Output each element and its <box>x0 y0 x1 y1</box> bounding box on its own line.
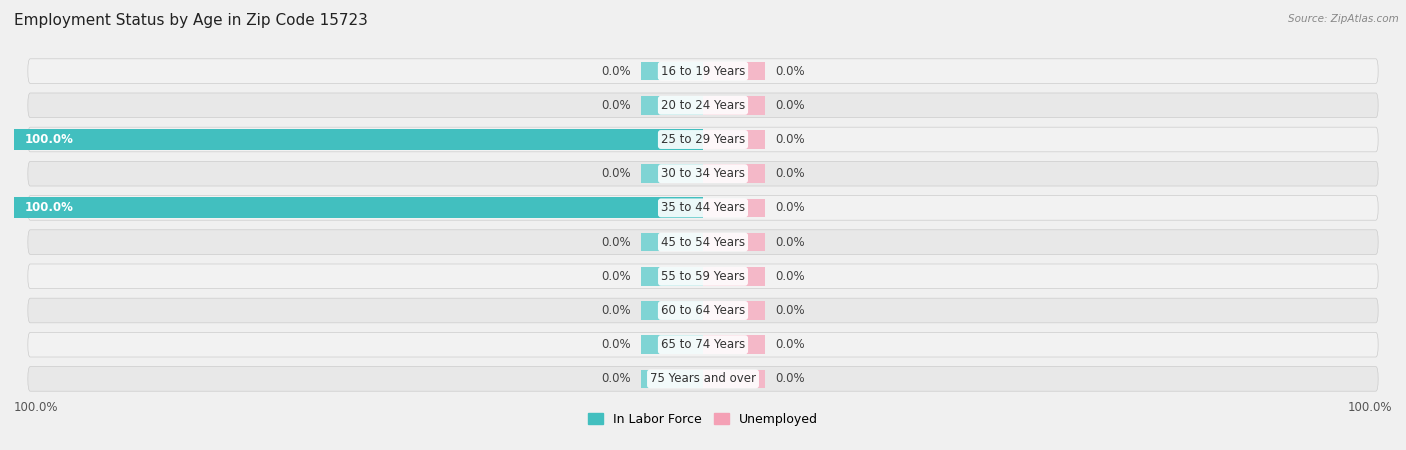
FancyBboxPatch shape <box>28 93 1378 117</box>
Bar <box>641 369 703 388</box>
FancyBboxPatch shape <box>28 196 1378 220</box>
Bar <box>641 335 703 354</box>
Text: 55 to 59 Years: 55 to 59 Years <box>661 270 745 283</box>
Bar <box>14 198 703 218</box>
Text: Employment Status by Age in Zip Code 15723: Employment Status by Age in Zip Code 157… <box>14 14 368 28</box>
FancyBboxPatch shape <box>28 230 1378 254</box>
Text: 0.0%: 0.0% <box>775 133 806 146</box>
Bar <box>703 301 765 320</box>
Bar <box>703 335 765 354</box>
Bar <box>703 96 765 115</box>
Bar <box>14 129 703 150</box>
Text: 0.0%: 0.0% <box>600 270 631 283</box>
FancyBboxPatch shape <box>28 367 1378 391</box>
Text: 16 to 19 Years: 16 to 19 Years <box>661 65 745 77</box>
Text: 0.0%: 0.0% <box>600 99 631 112</box>
Text: 0.0%: 0.0% <box>775 202 806 214</box>
Text: Source: ZipAtlas.com: Source: ZipAtlas.com <box>1288 14 1399 23</box>
FancyBboxPatch shape <box>28 127 1378 152</box>
Legend: In Labor Force, Unemployed: In Labor Force, Unemployed <box>583 408 823 431</box>
Bar <box>641 233 703 252</box>
Text: 0.0%: 0.0% <box>600 65 631 77</box>
Text: 0.0%: 0.0% <box>775 304 806 317</box>
Bar <box>703 130 765 149</box>
Text: 45 to 54 Years: 45 to 54 Years <box>661 236 745 248</box>
Bar <box>703 164 765 183</box>
Text: 100.0%: 100.0% <box>14 401 59 414</box>
FancyBboxPatch shape <box>28 264 1378 288</box>
Bar <box>641 267 703 286</box>
Bar <box>641 62 703 81</box>
Text: 100.0%: 100.0% <box>24 202 73 214</box>
Bar <box>703 267 765 286</box>
Text: 0.0%: 0.0% <box>775 99 806 112</box>
Bar <box>641 96 703 115</box>
Text: 0.0%: 0.0% <box>600 373 631 385</box>
Text: 100.0%: 100.0% <box>24 133 73 146</box>
Text: 0.0%: 0.0% <box>600 304 631 317</box>
Bar <box>703 233 765 252</box>
Bar <box>703 62 765 81</box>
Text: 0.0%: 0.0% <box>775 270 806 283</box>
Text: 0.0%: 0.0% <box>775 373 806 385</box>
FancyBboxPatch shape <box>28 333 1378 357</box>
Text: 65 to 74 Years: 65 to 74 Years <box>661 338 745 351</box>
Bar <box>703 369 765 388</box>
Text: 0.0%: 0.0% <box>775 236 806 248</box>
Text: 30 to 34 Years: 30 to 34 Years <box>661 167 745 180</box>
FancyBboxPatch shape <box>28 59 1378 83</box>
Text: 0.0%: 0.0% <box>600 338 631 351</box>
Text: 0.0%: 0.0% <box>775 338 806 351</box>
Text: 75 Years and over: 75 Years and over <box>650 373 756 385</box>
Text: 0.0%: 0.0% <box>775 167 806 180</box>
Bar <box>703 198 765 217</box>
Text: 0.0%: 0.0% <box>775 65 806 77</box>
Text: 25 to 29 Years: 25 to 29 Years <box>661 133 745 146</box>
Text: 0.0%: 0.0% <box>600 167 631 180</box>
Text: 20 to 24 Years: 20 to 24 Years <box>661 99 745 112</box>
Text: 100.0%: 100.0% <box>1347 401 1392 414</box>
FancyBboxPatch shape <box>28 162 1378 186</box>
Text: 0.0%: 0.0% <box>600 236 631 248</box>
Text: 35 to 44 Years: 35 to 44 Years <box>661 202 745 214</box>
Bar <box>641 164 703 183</box>
FancyBboxPatch shape <box>28 298 1378 323</box>
Bar <box>641 301 703 320</box>
Text: 60 to 64 Years: 60 to 64 Years <box>661 304 745 317</box>
